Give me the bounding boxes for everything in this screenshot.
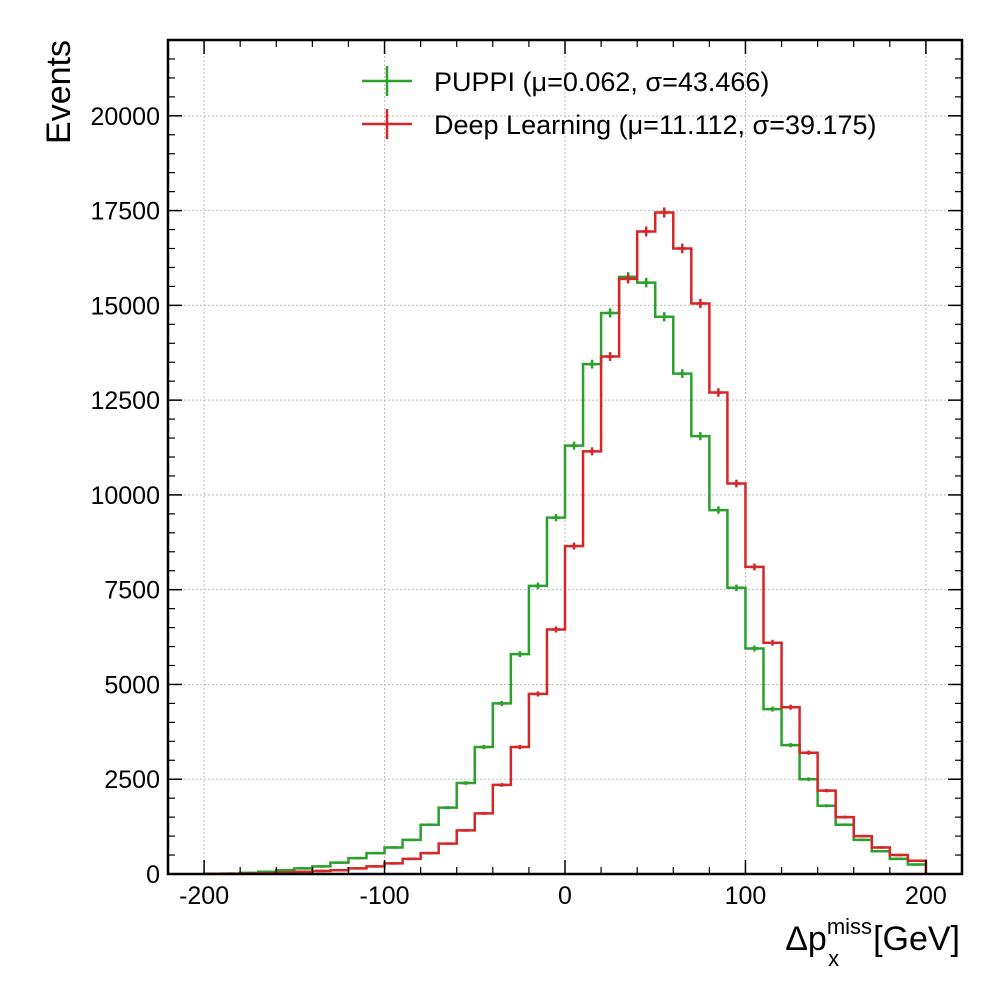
y-tick-label: 7500: [104, 577, 160, 605]
plot-frame: [166, 38, 964, 876]
y-tick-label: 5000: [104, 671, 160, 699]
series-deep-learning: [202, 207, 928, 876]
y-tick-label: 2500: [104, 766, 160, 794]
legend: PUPPI (μ=0.062, σ=43.466) Deep Learning …: [362, 66, 877, 140]
legend-label-puppi: PUPPI (μ=0.062, σ=43.466): [434, 67, 769, 97]
x-tick-label: 200: [905, 882, 947, 910]
legend-entry-puppi: PUPPI (μ=0.062, σ=43.466): [362, 66, 769, 97]
x-tick-label: 0: [558, 882, 572, 910]
x-axis-title-main: Δp: [785, 920, 827, 958]
x-axis-title: Δpmiss x [GeV]: [785, 914, 960, 971]
y-tick-label: 10000: [90, 482, 160, 510]
y-tick-label: 0: [146, 861, 160, 889]
x-axis-title-sub: x: [828, 946, 839, 971]
x-tick-label: 100: [725, 882, 767, 910]
y-tick-label: 15000: [90, 292, 160, 320]
y-axis-title: Events: [40, 40, 78, 144]
y-tick-label: 12500: [90, 387, 160, 415]
x-axis-title-unit: [GeV]: [873, 920, 960, 958]
legend-entry-deep-learning: Deep Learning (μ=11.112, σ=39.175): [362, 109, 877, 140]
y-tick-label: 17500: [90, 198, 160, 226]
label-layer: -200 -100 0 100 200 0 2500 5000 7500 10000 12500 15…: [90, 103, 946, 910]
x-tick-label: -100: [360, 882, 410, 910]
x-axis-title-sup: miss: [827, 914, 872, 939]
x-tick-label: -200: [179, 882, 229, 910]
y-tick-label: 20000: [90, 103, 160, 131]
legend-label-deep-learning: Deep Learning (μ=11.112, σ=39.175): [434, 110, 877, 140]
histogram-step-deep-learning: [202, 211, 928, 876]
